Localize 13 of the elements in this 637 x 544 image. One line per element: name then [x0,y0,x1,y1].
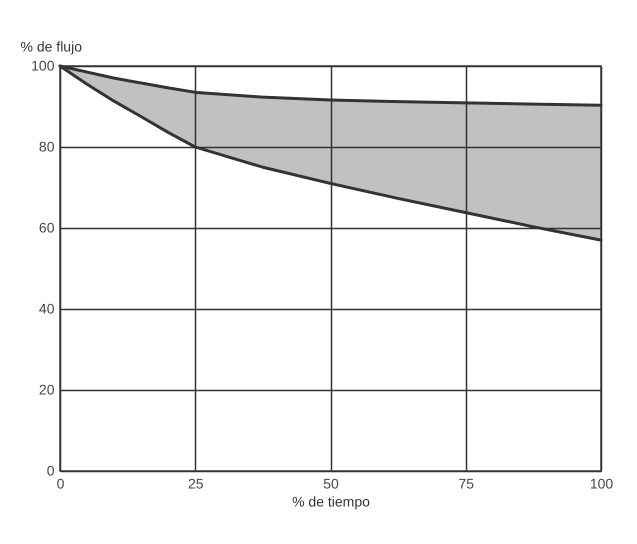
y-tick-label: 60 [38,220,55,236]
y-tick-label: 0 [46,462,55,478]
y-tick-label: 80 [38,138,55,154]
y-axis-title: % de flujo [20,38,82,54]
y-tick-label: 40 [38,300,55,316]
x-tick-label: 0 [56,476,65,492]
y-tick-label: 100 [31,58,55,74]
x-tick-label: 100 [590,476,614,492]
x-tick-label: 75 [458,476,474,492]
x-tick-label: 50 [323,476,339,492]
x-tick-label: 25 [188,476,204,492]
x-axis-title: % de tiempo [292,494,370,510]
y-tick-label: 20 [38,382,55,398]
